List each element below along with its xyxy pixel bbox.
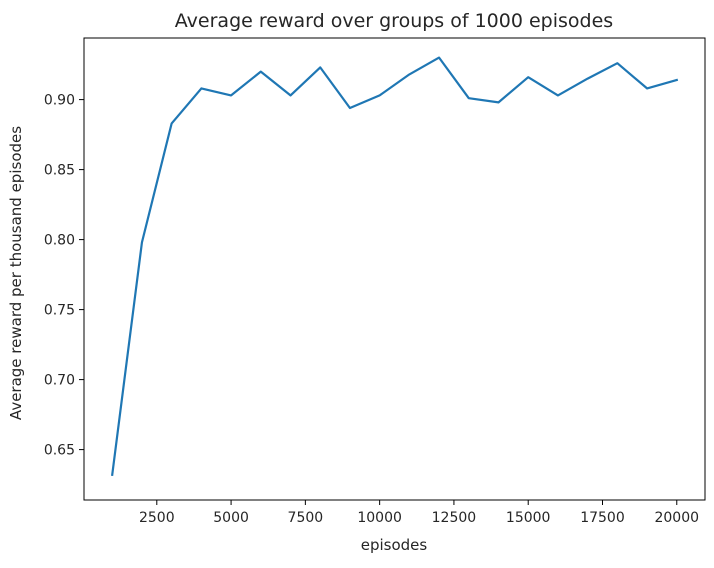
x-tick-label: 17500 [580,510,625,526]
y-tick-label: 0.80 [44,233,75,249]
x-tick-label: 15000 [506,510,551,526]
x-tick-label: 2500 [139,510,175,526]
x-tick-label: 7500 [288,510,324,526]
x-tick-label: 5000 [213,510,249,526]
plot-frame [83,37,706,501]
series-line-1 [110,56,679,477]
x-axis-label: episodes [361,536,428,554]
y-axis-label: Average reward per thousand episodes [7,126,25,420]
y-tick-label: 0.90 [44,93,75,109]
x-tick-label: 20000 [654,510,699,526]
plot-area [110,56,679,477]
y-tick-label: 0.70 [44,373,75,389]
axes: 2500 5000 7500 10000 12500 15000 17500 20000 0.6… [44,37,706,526]
y-tick-label: 0.65 [44,443,75,459]
y-tick-label: 0.85 [44,163,75,179]
y-tick-label: 0.75 [44,303,75,319]
x-tick-label: 12500 [432,510,477,526]
x-tick-label: 10000 [357,510,402,526]
chart-title: Average reward over groups of 1000 episo… [175,10,613,32]
